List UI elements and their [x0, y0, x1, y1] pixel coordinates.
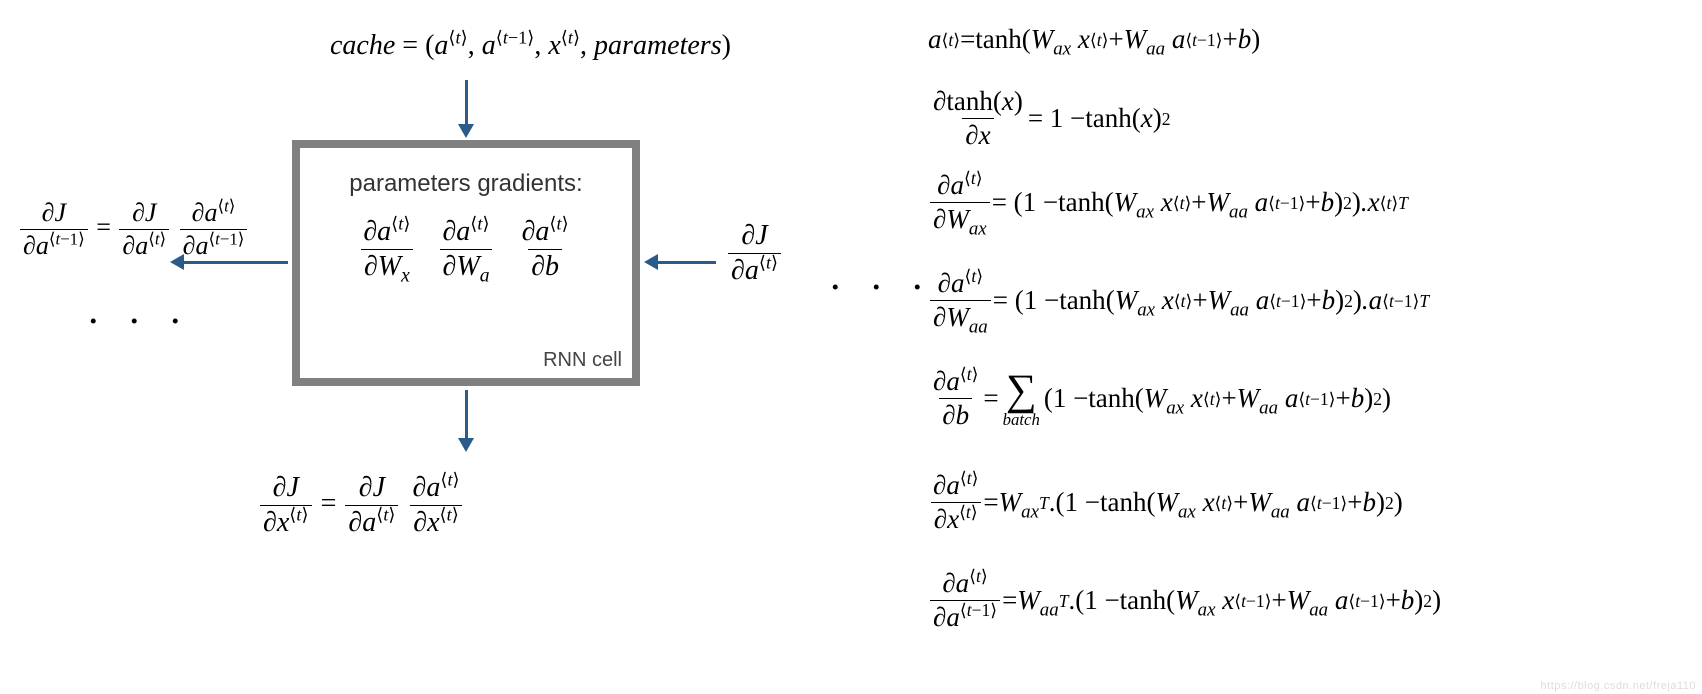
- left-chain-rule: ∂J∂a⟨t−1⟩ = ∂J∂a⟨t⟩ ∂a⟨t⟩∂a⟨t−1⟩: [18, 198, 249, 261]
- watermark: https://blog.csdn.net/freja110: [1541, 680, 1696, 692]
- dots-left: . . .: [88, 286, 191, 334]
- arrow-right: [658, 261, 716, 264]
- arrow-top: [465, 80, 468, 126]
- equation-5: ∂a⟨t⟩∂b = ∑batch (1 − tanh(Wax x⟨t⟩ + Wa…: [928, 366, 1391, 431]
- equation-6: ∂a⟨t⟩∂x⟨t⟩ = WaxT .(1 − tanh(Wax x⟨t⟩ + …: [928, 470, 1403, 535]
- equation-2: ∂tanh(x)∂x = 1 − tanh(x)2: [928, 86, 1171, 151]
- arrow-right-head: [644, 254, 658, 270]
- bottom-chain-rule: ∂J∂x⟨t⟩ = ∂J∂a⟨t⟩ ∂a⟨t⟩∂x⟨t⟩: [258, 472, 465, 539]
- cell-grad-wa: ∂a⟨t⟩∂Wa: [437, 216, 494, 283]
- cell-grad-b: ∂a⟨t⟩∂b: [517, 216, 574, 283]
- rnn-cell-box: parameters gradients: ∂a⟨t⟩∂Wx ∂a⟨t⟩∂Wa …: [292, 140, 640, 386]
- equation-7: ∂a⟨t⟩∂a⟨t−1⟩ = WaaT .(1 − tanh(Wax x⟨t−1…: [928, 568, 1441, 633]
- equation-3: ∂a⟨t⟩∂Wax = (1 − tanh(Wax x⟨t⟩ + Waa a⟨t…: [928, 170, 1408, 235]
- cell-corner-label: RNN cell: [543, 349, 622, 372]
- right-dj-da: ∂J∂a⟨t⟩: [726, 220, 783, 287]
- arrow-bottom-head: [458, 438, 474, 452]
- cell-grad-wx: ∂a⟨t⟩∂Wx: [358, 216, 415, 283]
- cache-label: cache = (a⟨t⟩, a⟨t−1⟩, x⟨t⟩, parameters): [330, 30, 731, 62]
- cell-gradients-row: ∂a⟨t⟩∂Wx ∂a⟨t⟩∂Wa ∂a⟨t⟩∂b: [300, 216, 632, 283]
- equation-1: a⟨t⟩ = tanh(Wax x⟨t⟩ + Waa a⟨t−1⟩ + b): [928, 24, 1260, 55]
- arrow-left: [184, 261, 288, 264]
- cell-title: parameters gradients:: [300, 170, 632, 198]
- equation-4: ∂a⟨t⟩∂Waa = (1 − tanh(Wax x⟨t⟩ + Waa a⟨t…: [928, 268, 1429, 333]
- dots-right: . . .: [830, 252, 933, 300]
- arrow-top-head: [458, 124, 474, 138]
- arrow-bottom: [465, 390, 468, 440]
